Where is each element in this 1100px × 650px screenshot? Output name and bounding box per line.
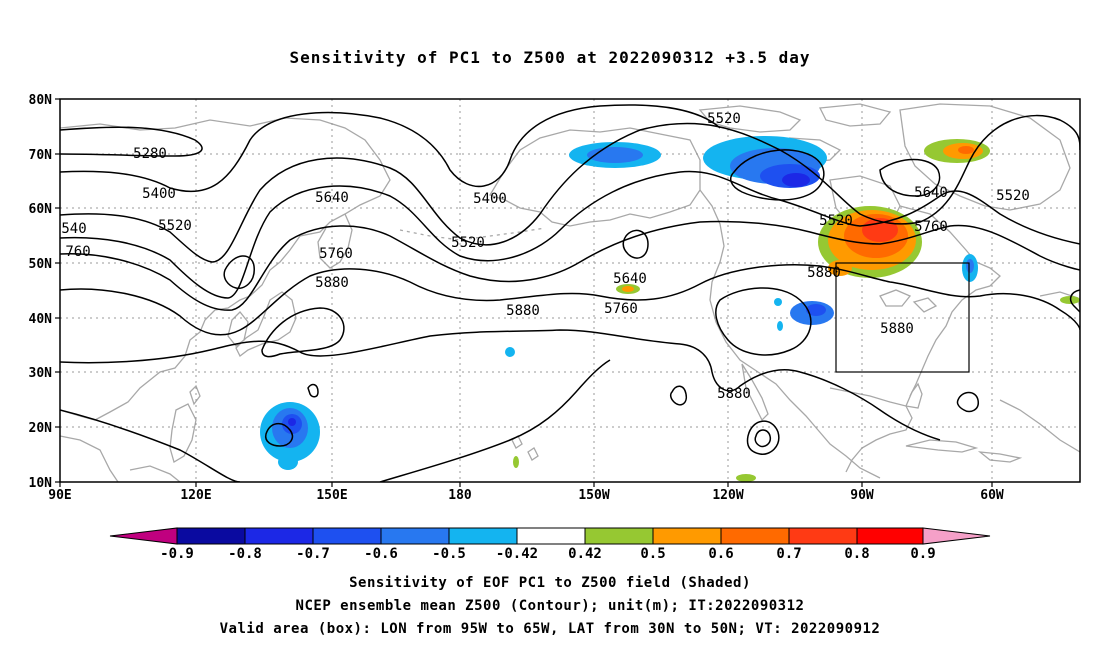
colorbar-bin (788, 527, 858, 545)
contour-labels: 5280 5400 5520 5640 5760 5880 5400 5520 … (61, 111, 1030, 402)
contour-label-5880: 5880 (880, 321, 914, 337)
colorbar-bin (720, 527, 790, 545)
lon-label: 150W (578, 488, 609, 503)
lat-label: 40N (29, 312, 53, 327)
contour-label-5520: 5520 (819, 213, 853, 229)
contour-label-5880: 5880 (807, 265, 841, 281)
colorbar-label: -0.8 (228, 546, 262, 562)
valid-area-box (835, 262, 970, 373)
lat-label: 70N (29, 148, 53, 163)
contour-label-5520: 5520 (451, 235, 485, 251)
contour-label-760: 760 (65, 244, 90, 260)
caption-valid-area: Valid area (box): LON from 95W to 65W, L… (219, 621, 881, 637)
lon-label: 120W (712, 488, 743, 503)
sensitivity-shading (260, 136, 1080, 482)
lon-label: 150E (316, 488, 347, 503)
colorbar-bin (244, 527, 314, 545)
contour-label-5880: 5880 (315, 275, 349, 291)
lat-label: 60N (29, 202, 53, 217)
colorbar-label: -0.42 (496, 546, 538, 562)
colorbar (109, 527, 991, 545)
colorbar-high-triangle (922, 527, 991, 545)
contour-label-5280: 5280 (133, 146, 167, 162)
colorbar-bin (448, 527, 518, 545)
lat-label: 10N (29, 476, 53, 491)
colorbar-label: -0.9 (160, 546, 194, 562)
colorbar-bin (584, 527, 654, 545)
contour-label-5760: 5760 (604, 301, 638, 317)
axis-ticks (55, 98, 993, 487)
contour-label-5880: 5880 (506, 303, 540, 319)
colorbar-label: 0.7 (776, 546, 801, 562)
contour-label-5520: 5520 (996, 188, 1030, 204)
caption-contour: NCEP ensemble mean Z500 (Contour); unit(… (295, 598, 805, 614)
lon-label: 60W (980, 488, 1004, 503)
lat-label: 30N (29, 366, 53, 381)
colorbar-label: 0.5 (640, 546, 665, 562)
colorbar-label: -0.6 (364, 546, 398, 562)
colorbar-label: 0.9 (910, 546, 935, 562)
map-frame (59, 98, 1081, 483)
colorbar-bin (856, 527, 924, 545)
lon-label: 90W (850, 488, 874, 503)
colorbar-bin (516, 527, 586, 545)
colorbar-bin (176, 527, 246, 545)
contour-label-5640: 5640 (613, 271, 647, 287)
longitude-labels: 90E 120E 150E 180 150W 120W 90W 60W (48, 488, 1004, 503)
contour-label-5400: 5400 (473, 191, 507, 207)
contour-label-5640: 5640 (914, 185, 948, 201)
colorbar-label: 0.42 (568, 546, 602, 562)
colorbar-label: 0.8 (844, 546, 869, 562)
lat-label: 80N (29, 93, 53, 108)
contour-label-5640: 5640 (315, 190, 349, 206)
colorbar-labels: -0.9 -0.8 -0.7 -0.6 -0.5 -0.42 0.42 0.5 … (160, 546, 936, 562)
contour-label-540: 540 (61, 221, 86, 237)
colorbar-label: -0.7 (296, 546, 330, 562)
lat-label: 50N (29, 257, 53, 272)
lon-label: 180 (448, 488, 472, 503)
colorbar-bin (312, 527, 382, 545)
colorbar-low-triangle (109, 527, 178, 545)
map-title: Sensitivity of PC1 to Z500 at 2022090312… (289, 48, 811, 67)
contour-label-5520: 5520 (158, 218, 192, 234)
latitude-labels: 80N 70N 60N 50N 40N 30N 20N 10N (29, 93, 53, 491)
contour-label-5520: 5520 (707, 111, 741, 127)
z500-contours (60, 104, 1080, 482)
contour-label-5760: 5760 (319, 246, 353, 262)
colorbar-label: 0.6 (708, 546, 733, 562)
contour-label-5880: 5880 (717, 386, 751, 402)
lon-label: 120E (180, 488, 211, 503)
colorbar-label: -0.5 (432, 546, 466, 562)
contour-label-5760: 5760 (914, 219, 948, 235)
colorbar-bin (380, 527, 450, 545)
contour-label-5400: 5400 (142, 186, 176, 202)
lon-label: 90E (48, 488, 71, 503)
colorbar-bin (652, 527, 722, 545)
lat-label: 20N (29, 421, 53, 436)
caption-shaded: Sensitivity of EOF PC1 to Z500 field (Sh… (349, 575, 751, 591)
